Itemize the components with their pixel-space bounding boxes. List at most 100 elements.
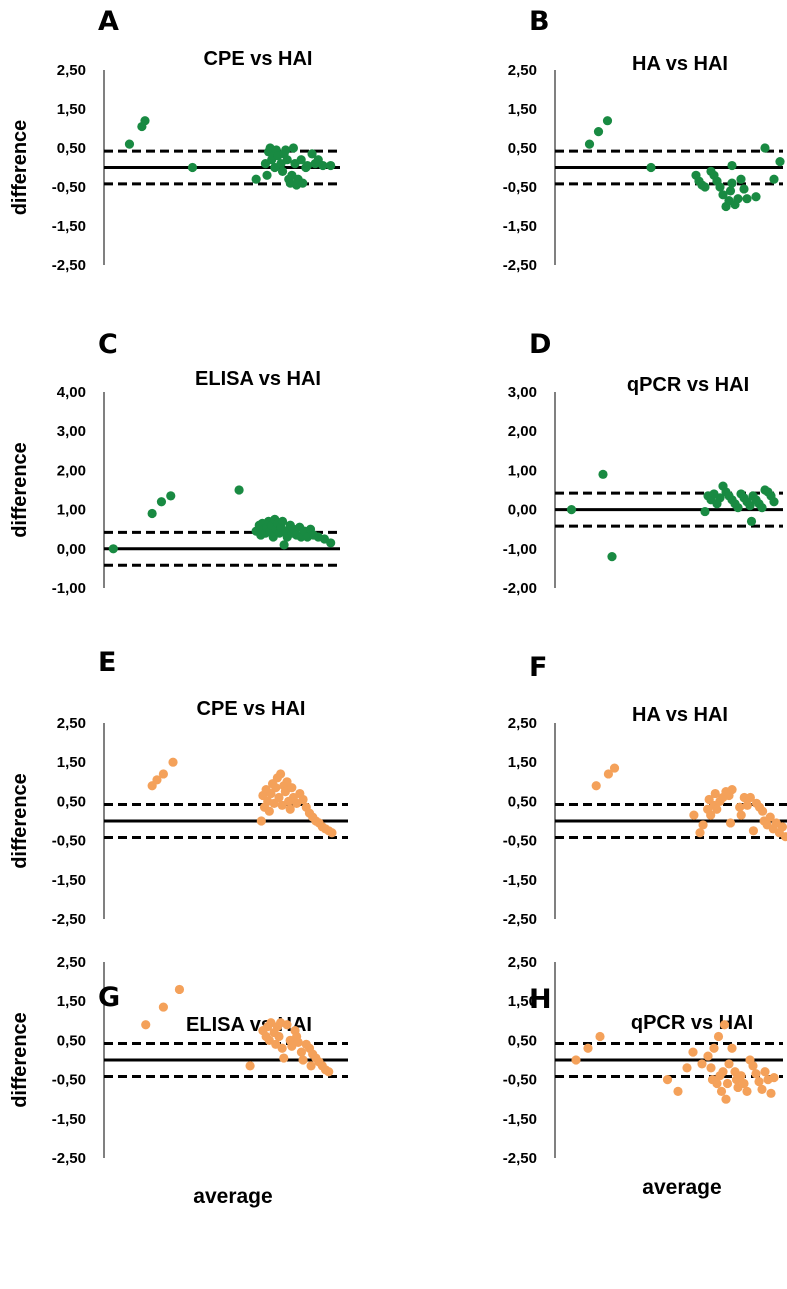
panel-label: H bbox=[529, 984, 552, 1015]
data-point bbox=[274, 792, 284, 803]
data-point bbox=[307, 149, 317, 159]
data-point bbox=[733, 194, 743, 204]
data-point bbox=[775, 157, 785, 167]
data-point bbox=[715, 182, 725, 192]
data-point bbox=[147, 508, 157, 519]
panel-label: A bbox=[98, 6, 119, 37]
y-tick-label: 1,50 bbox=[508, 101, 537, 118]
y-tick-label: -1,50 bbox=[503, 872, 537, 889]
data-point bbox=[279, 540, 289, 550]
data-point bbox=[695, 828, 705, 838]
y-tick-label: 2,50 bbox=[57, 715, 86, 732]
data-point bbox=[742, 800, 752, 810]
data-point bbox=[727, 785, 737, 795]
panel-title: CPE vs HAI bbox=[204, 48, 313, 70]
data-point bbox=[739, 1078, 749, 1089]
data-point bbox=[156, 497, 167, 507]
data-point bbox=[725, 818, 736, 828]
data-point bbox=[700, 506, 710, 517]
data-point bbox=[777, 822, 787, 832]
data-point bbox=[713, 1031, 724, 1042]
data-point bbox=[748, 826, 759, 836]
data-point bbox=[306, 1061, 316, 1071]
data-point bbox=[742, 194, 752, 204]
y-tick-label: -1,50 bbox=[52, 1111, 86, 1128]
data-point bbox=[140, 116, 150, 126]
y-tick-label: 2,00 bbox=[508, 423, 537, 440]
data-point bbox=[718, 190, 728, 200]
data-point bbox=[279, 1053, 289, 1063]
y-axis-title: difference bbox=[9, 442, 31, 538]
data-point bbox=[733, 503, 743, 513]
data-point bbox=[769, 497, 779, 507]
y-tick-label: 2,50 bbox=[508, 62, 537, 79]
y-axis-title: difference bbox=[9, 120, 31, 216]
panel-label: D bbox=[529, 329, 551, 360]
y-tick-label: 0,00 bbox=[57, 541, 86, 558]
y-tick-label: 0,50 bbox=[508, 140, 537, 157]
data-point bbox=[298, 178, 308, 188]
data-point bbox=[736, 810, 746, 820]
data-point bbox=[780, 832, 787, 842]
data-point bbox=[736, 174, 746, 184]
y-tick-label: -2,00 bbox=[503, 580, 537, 597]
y-tick-label: 2,50 bbox=[57, 954, 86, 971]
data-point bbox=[108, 544, 118, 554]
data-point bbox=[689, 810, 699, 820]
panel-title: qPCR vs HAI bbox=[627, 374, 749, 396]
data-point bbox=[745, 792, 755, 803]
y-tick-label: -0,50 bbox=[503, 833, 537, 850]
data-point bbox=[166, 491, 176, 501]
data-point bbox=[746, 516, 757, 526]
panel-title: HA vs HAI bbox=[632, 53, 728, 75]
y-axis-title: difference bbox=[9, 773, 31, 869]
y-tick-label: 1,00 bbox=[57, 502, 86, 519]
data-point bbox=[571, 1055, 581, 1065]
data-point bbox=[288, 143, 299, 153]
data-point bbox=[602, 116, 613, 126]
y-tick-label: 0,50 bbox=[508, 793, 537, 810]
y-tick-label: -0,50 bbox=[503, 1072, 537, 1089]
y-tick-label: -0,50 bbox=[503, 179, 537, 196]
data-point bbox=[298, 794, 308, 805]
panel-title: HA vs HAI bbox=[632, 704, 728, 726]
y-tick-label: -1,00 bbox=[52, 580, 86, 597]
data-point bbox=[765, 812, 775, 822]
y-tick-label: 0,50 bbox=[57, 140, 86, 157]
data-point bbox=[234, 485, 244, 495]
data-point bbox=[766, 1088, 776, 1098]
y-tick-label: 1,00 bbox=[508, 462, 537, 479]
data-point bbox=[609, 763, 620, 773]
data-point bbox=[748, 1061, 758, 1071]
x-axis-title: average bbox=[193, 1185, 272, 1208]
y-tick-label: -0,50 bbox=[52, 179, 86, 196]
y-tick-label: 2,50 bbox=[508, 715, 537, 732]
y-tick-label: -2,50 bbox=[503, 257, 537, 274]
y-tick-label: 2,50 bbox=[508, 954, 537, 971]
data-point bbox=[716, 1086, 727, 1096]
y-tick-label: 3,00 bbox=[57, 423, 86, 440]
data-point bbox=[682, 1063, 692, 1073]
data-point bbox=[282, 1020, 292, 1030]
data-point bbox=[727, 1043, 737, 1053]
y-tick-label: -0,50 bbox=[52, 833, 86, 850]
data-point bbox=[152, 775, 162, 785]
y-tick-label: -1,50 bbox=[52, 872, 86, 889]
data-point bbox=[700, 182, 710, 192]
y-tick-label: -2,50 bbox=[52, 257, 86, 274]
y-tick-label: -0,50 bbox=[52, 1072, 86, 1089]
data-point bbox=[697, 1059, 707, 1069]
data-point bbox=[245, 1061, 255, 1071]
panel-label: E bbox=[98, 647, 116, 678]
data-point bbox=[326, 160, 336, 171]
data-point bbox=[718, 1067, 728, 1077]
data-point bbox=[174, 984, 185, 995]
data-point bbox=[719, 1020, 730, 1030]
y-tick-label: -2,50 bbox=[503, 911, 537, 928]
data-point bbox=[603, 769, 614, 779]
data-point bbox=[722, 1078, 733, 1089]
data-point bbox=[584, 139, 595, 149]
y-tick-label: 3,00 bbox=[508, 384, 537, 401]
data-point bbox=[298, 1055, 308, 1065]
